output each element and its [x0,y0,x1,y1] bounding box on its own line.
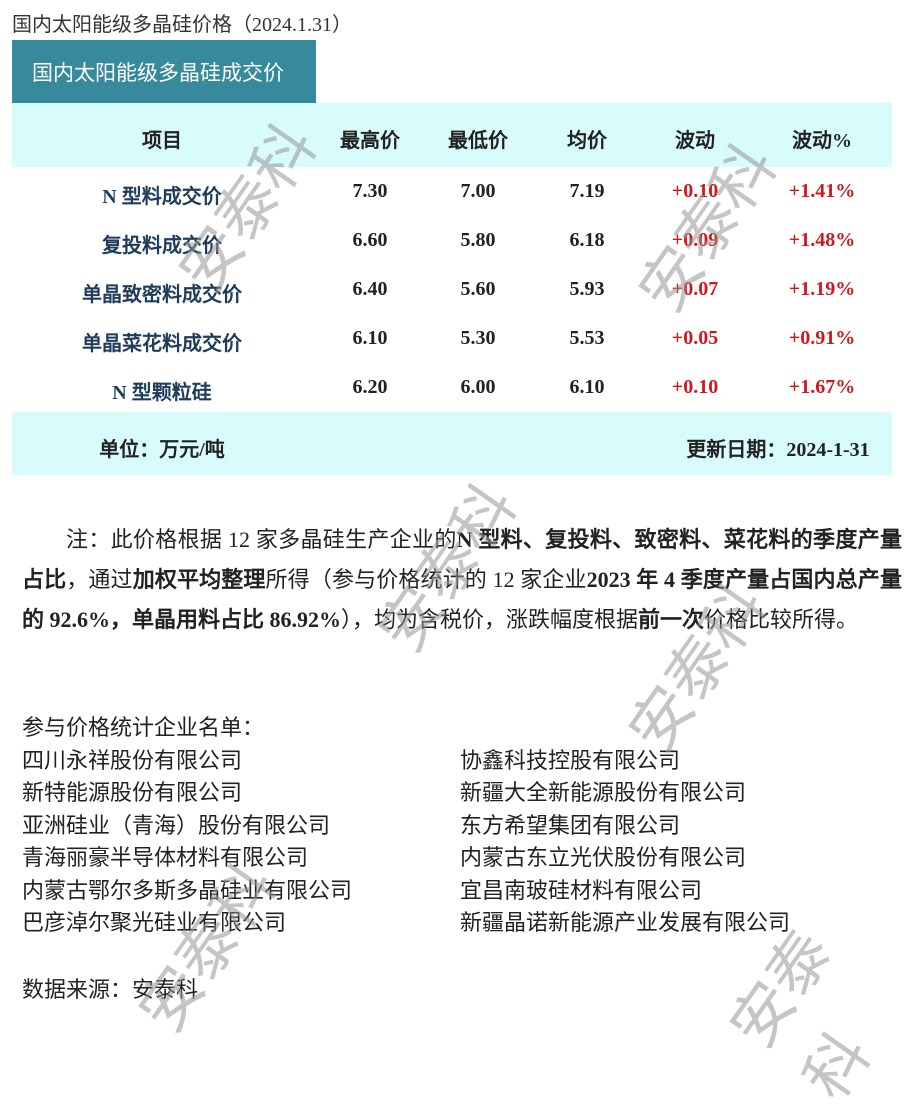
column-header: 波动% [792,130,852,152]
note-text: 注：此价格根据 12 家多晶硅生产企业的 [66,527,457,552]
row-chg: +0.10 [671,376,719,398]
note-text: ，通过 [66,567,133,592]
company-item: 巴彦淖尔聚光硅业有限公司 [22,910,287,935]
company-item: 青海丽豪半导体材料有限公司 [22,845,309,870]
row-name: 复投料成交价 [102,235,222,257]
page-title: 国内太阳能级多晶硅价格（2024.1.31） [12,14,352,36]
row-pct: +1.19% [788,278,856,300]
data-source: 数据来源：安泰科 [22,977,199,1002]
note-text: ），均为含税价，涨跌幅度根据 [341,607,639,632]
column-header: 波动 [675,130,715,152]
row-low: 6.00 [460,376,496,398]
row-name: 单晶菜花料成交价 [82,333,242,355]
company-item: 内蒙古东立光伏股份有限公司 [460,845,747,870]
column-header: 项目 [142,130,182,152]
column-header: 最低价 [448,130,508,152]
row-low: 5.30 [460,327,496,349]
row-high: 6.40 [352,278,388,300]
company-item: 新疆大全新能源股份有限公司 [460,780,747,805]
row-avg: 7.19 [569,180,605,202]
company-item: 新特能源股份有限公司 [22,780,243,805]
row-avg: 5.53 [569,327,605,349]
note-bold: 加权平均整理 [132,567,266,592]
row-pct: +1.67% [788,376,856,398]
column-header: 最高价 [340,130,400,152]
note-bold: N 型料、复投料、致密料、菜花料的季度产量占比 [22,527,902,592]
row-avg: 6.10 [569,376,605,398]
company-item: 宜昌南玻硅材料有限公司 [460,877,703,903]
table-footer-band [12,412,892,475]
company-item: 亚洲硅业（青海）股份有限公司 [22,812,331,838]
row-high: 7.30 [352,180,388,202]
note-text: 价格比较所得。 [704,607,859,632]
company-item: 四川永祥股份有限公司 [22,747,243,773]
company-list-left: 参与价格统计企业名单： 四川永祥股份有限公司 新特能源股份有限公司亚洲硅业（青海）… [22,712,352,940]
row-low: 5.80 [460,229,496,251]
note-text: 所得（参与价格统计的 12 家企业 [265,567,587,592]
row-avg: 6.18 [569,229,605,251]
note-bold: 2023 年 4 季度产量占国内总产量的 92.6%，单晶用料占比 86.92% [22,567,902,632]
company-item: 新疆晶诺新能源产业发展有限公司 [460,910,791,935]
row-chg: +0.07 [671,278,719,300]
update-date: 更新日期：2024-1-31 [686,439,870,461]
row-pct: +0.91% [788,327,856,349]
unit-label: 单位：万元/吨 [99,439,225,461]
row-avg: 5.93 [569,278,605,300]
row-chg: +0.09 [671,229,719,251]
row-pct: +1.48% [788,229,856,251]
company-item: 东方希望集团有限公司 [460,812,681,838]
company-list-right: 协鑫科技控股有限公司新疆大全新能源股份有限公司 东方希望集团有限公司内蒙古东立光伏… [460,745,790,940]
section-tab: 国内太阳能级多晶硅成交价 [12,40,316,103]
note-bold: 前一次 [638,607,705,632]
row-name: N 型料成交价 [102,186,222,208]
row-low: 5.60 [460,278,496,300]
company-item: 内蒙古鄂尔多斯多晶硅业有限公司 [22,877,353,903]
note-paragraph: 注：此价格根据 12 家多晶硅生产企业的N 型料、复投料、致密料、菜花料的季度产… [22,520,902,640]
row-name: N 型颗粒硅 [112,382,212,404]
row-high: 6.20 [352,376,388,398]
row-low: 7.00 [460,180,496,202]
company-item: 协鑫科技控股有限公司 [460,747,681,773]
row-high: 6.10 [352,327,388,349]
row-chg: +0.05 [671,327,719,349]
row-name: 单晶致密料成交价 [82,284,242,306]
row-high: 6.60 [352,229,388,251]
list-title: 参与价格统计企业名单： [22,715,265,740]
column-header: 均价 [567,130,607,152]
row-chg: +0.10 [671,180,719,202]
row-pct: +1.41% [788,180,856,202]
table-header-band [12,103,892,167]
